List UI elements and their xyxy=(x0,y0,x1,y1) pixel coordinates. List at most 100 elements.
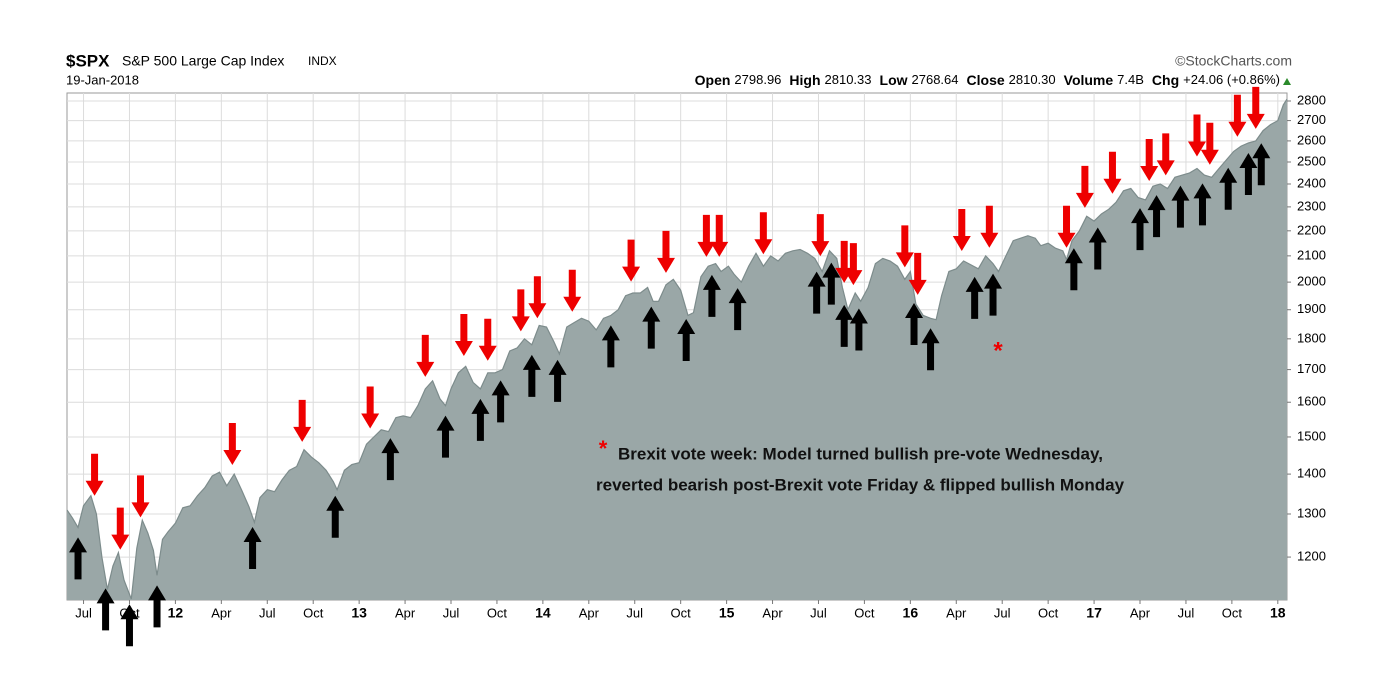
buy-arrow xyxy=(326,495,345,538)
sell-arrow xyxy=(528,276,547,319)
sell-arrow xyxy=(511,289,530,332)
date: 19-Jan-2018 xyxy=(66,72,139,87)
buy-arrow xyxy=(1131,208,1150,251)
y-tick-label: 2000 xyxy=(1297,274,1326,289)
y-tick-label: 2100 xyxy=(1297,247,1326,262)
buy-arrow xyxy=(807,271,826,314)
buy-arrow xyxy=(381,438,400,481)
buy-arrow xyxy=(835,304,854,347)
buy-arrow xyxy=(965,276,984,319)
buy-arrow xyxy=(1239,152,1258,195)
quote-value: 2810.33 xyxy=(825,72,872,87)
x-tick-label: Jul xyxy=(1178,605,1195,620)
sell-arrow xyxy=(1057,205,1076,248)
x-tick-label: 12 xyxy=(168,605,184,621)
quote-value: +24.06 (+0.86%) xyxy=(1183,72,1280,87)
x-tick-label: 16 xyxy=(903,605,919,621)
sell-arrow xyxy=(1200,122,1219,165)
quote-label: Volume xyxy=(1064,72,1114,88)
x-tick-label: 18 xyxy=(1270,605,1286,621)
y-tick-label: 1600 xyxy=(1297,394,1326,409)
y-tick-label: 2700 xyxy=(1297,112,1326,127)
x-tick-label: Oct xyxy=(303,605,324,620)
plot: 1200 1300 1400 1500 1600 1700 1800 1900 2000 2100… xyxy=(66,86,1326,647)
x-tick-label: 15 xyxy=(719,605,735,621)
y-tick-label: 2400 xyxy=(1297,175,1326,190)
sell-arrow xyxy=(454,314,473,357)
buy-arrow xyxy=(471,398,490,441)
buy-arrow xyxy=(436,415,455,458)
sell-arrow xyxy=(754,212,773,255)
sell-arrow xyxy=(622,239,641,282)
buy-arrow xyxy=(601,325,620,368)
x-tick-label: 17 xyxy=(1086,605,1102,621)
buy-arrow xyxy=(984,273,1003,316)
buy-arrow xyxy=(822,262,841,305)
x-tick-label: Apr xyxy=(946,605,967,620)
sell-arrow xyxy=(656,230,675,273)
y-tick-label: 1400 xyxy=(1297,466,1326,481)
x-tick-label: Jul xyxy=(75,605,92,620)
sell-arrow xyxy=(844,243,863,286)
price-line xyxy=(66,98,1288,600)
x-tick-label: Oct xyxy=(854,605,875,620)
quote-value: 2798.96 xyxy=(734,72,781,87)
x-tick-label: Jul xyxy=(626,605,643,620)
sell-arrow xyxy=(697,214,716,257)
sell-arrow xyxy=(1246,86,1265,129)
buy-arrow xyxy=(728,288,747,331)
sell-arrow xyxy=(895,225,914,268)
sell-arrow xyxy=(1103,151,1122,194)
buy-arrow xyxy=(905,302,924,345)
sell-arrow xyxy=(1156,133,1175,176)
brexit-marker: * xyxy=(993,337,1003,364)
exchange: INDX xyxy=(308,54,337,68)
buy-arrow xyxy=(1171,185,1190,228)
y-tick-label: 1800 xyxy=(1297,330,1326,345)
buy-arrow xyxy=(243,527,262,570)
quote-value: 2810.30 xyxy=(1009,72,1056,87)
buy-arrow xyxy=(849,308,868,351)
annotation-line: Brexit vote week: Model turned bullish p… xyxy=(618,444,1103,463)
buy-arrow xyxy=(1088,227,1107,270)
quote-label: Chg xyxy=(1152,72,1179,88)
buy-arrow xyxy=(1252,143,1271,186)
y-tick-label: 1900 xyxy=(1297,301,1326,316)
x-tick-label: Oct xyxy=(671,605,692,620)
sell-arrow xyxy=(1140,139,1159,182)
x-tick-label: 13 xyxy=(351,605,367,621)
x-tick-label: Jul xyxy=(994,605,1011,620)
symbol: $SPX xyxy=(66,51,110,70)
y-tick-label: 2300 xyxy=(1297,198,1326,213)
sell-arrow xyxy=(361,386,380,429)
buy-arrow xyxy=(921,328,940,371)
quote-value: 2768.64 xyxy=(912,72,959,87)
sell-arrow xyxy=(980,205,999,248)
buy-arrow xyxy=(702,274,721,317)
x-tick-label: Apr xyxy=(762,605,783,620)
buy-arrow xyxy=(1147,195,1166,238)
buy-arrow xyxy=(642,306,661,349)
quote-label: High xyxy=(789,72,820,88)
buy-arrow xyxy=(148,585,167,628)
sell-arrow xyxy=(952,208,971,251)
sell-arrow xyxy=(1075,165,1094,208)
x-tick-label: Apr xyxy=(395,605,416,620)
buy-arrow xyxy=(548,359,567,402)
source: ©StockCharts.com xyxy=(1175,53,1292,69)
x-tick-label: Jul xyxy=(259,605,276,620)
buy-arrow xyxy=(1193,183,1212,226)
x-tick-label: Apr xyxy=(579,605,600,620)
quote-value: 7.4B xyxy=(1117,72,1144,87)
x-tick-label: Oct xyxy=(487,605,508,620)
price-area xyxy=(67,99,1287,600)
chart-title: S&P 500 Large Cap Index xyxy=(122,53,284,69)
change-up-icon xyxy=(1283,78,1291,85)
sell-arrow xyxy=(563,269,582,312)
sell-arrow xyxy=(85,453,104,496)
sell-arrow xyxy=(478,318,497,361)
quote-line: Open 2798.96 High 2810.33 Low 2768.64 Close 281… xyxy=(695,72,1280,88)
sell-arrow xyxy=(223,422,242,465)
quote-label: Low xyxy=(880,72,908,88)
buy-arrow xyxy=(96,588,115,631)
